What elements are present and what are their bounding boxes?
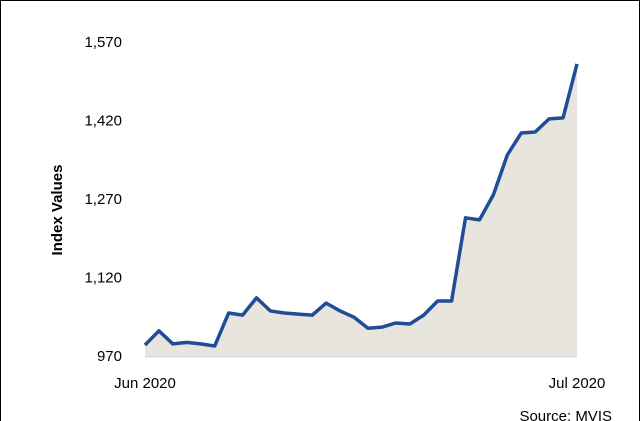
x-tick-label: Jun 2020 bbox=[114, 375, 176, 392]
y-tick-label: 1,570 bbox=[84, 34, 122, 51]
source: Source: MVIS bbox=[519, 408, 612, 421]
y-tick-label: 1,420 bbox=[84, 112, 122, 129]
y-tick-label: 970 bbox=[97, 348, 122, 365]
area bbox=[145, 63, 577, 357]
y-axis-label: Index Values bbox=[49, 165, 66, 256]
y-tick-label: 1,120 bbox=[84, 269, 122, 286]
y-tick-label: 1,270 bbox=[84, 191, 122, 208]
line bbox=[143, 63, 579, 348]
x-tick-label: Jul 2020 bbox=[549, 375, 606, 392]
